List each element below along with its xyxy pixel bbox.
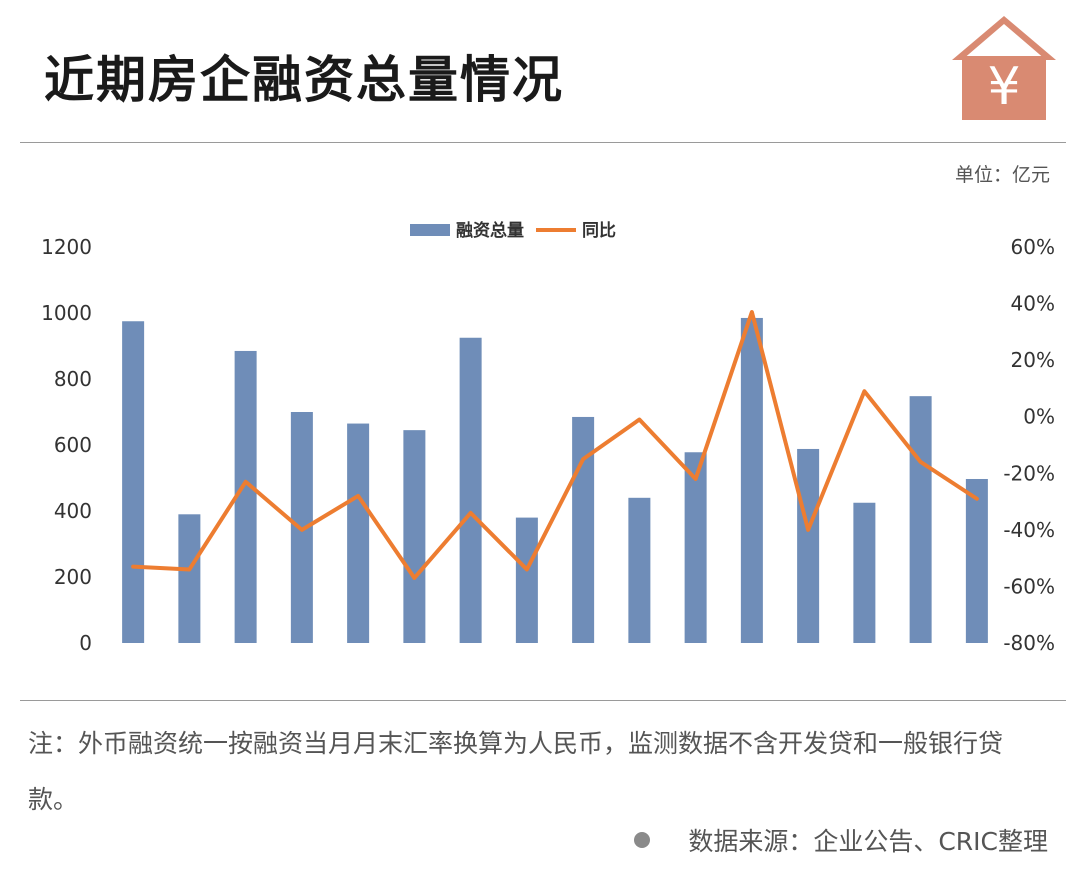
- header-divider: [20, 142, 1066, 143]
- y-right-tick-label: 60%: [1011, 235, 1055, 259]
- data-source: 数据来源：企业公告、CRIC整理: [634, 822, 1048, 858]
- yoy-point-2: [187, 567, 191, 571]
- bar-5: [347, 423, 370, 643]
- house-yen-icon: ¥: [952, 16, 1056, 120]
- yoy-point-3: [244, 480, 248, 484]
- bar-10: [628, 497, 651, 643]
- house-roof: [952, 16, 1056, 60]
- yoy-point-1: [131, 565, 135, 569]
- bar-2: [178, 514, 201, 643]
- y-right-tick-label: 20%: [1011, 348, 1055, 372]
- y-left-tick-label: 1200: [41, 235, 92, 259]
- yoy-line: [131, 310, 979, 580]
- yoy-point-4: [300, 528, 304, 532]
- line-series: [131, 310, 979, 580]
- bar-13: [797, 448, 820, 643]
- y-right-tick-label: -20%: [1003, 461, 1055, 485]
- y-left-tick-label: 200: [54, 565, 92, 589]
- y-left-tick-label: 600: [54, 433, 92, 457]
- y-left-tick-label: 400: [54, 499, 92, 523]
- yoy-point-11: [694, 477, 698, 481]
- yoy-point-14: [862, 389, 866, 393]
- y-right-tick-label: 40%: [1011, 292, 1055, 316]
- source-text: 数据来源：企业公告、CRIC整理: [688, 827, 1048, 856]
- yen-symbol: ¥: [987, 57, 1020, 117]
- yoy-point-7: [469, 511, 473, 515]
- bar-16: [965, 478, 988, 643]
- yoy-point-6: [412, 576, 416, 580]
- bar-1: [122, 321, 145, 643]
- yoy-point-8: [525, 567, 529, 571]
- yoy-point-10: [637, 418, 641, 422]
- y-axis-right: -80% -60% -40% -20% 0% 20% 40% 60%: [1003, 235, 1055, 655]
- y-right-tick-label: -80%: [1003, 631, 1055, 655]
- house-body: [962, 56, 1046, 120]
- y-left-tick-label: 800: [54, 367, 92, 391]
- bar-9: [572, 416, 595, 643]
- legend-bar-swatch: [410, 224, 450, 236]
- legend-bar-label: 融资总量: [456, 220, 524, 241]
- bar-8: [515, 517, 538, 643]
- y-left-tick-label: 0: [79, 631, 92, 655]
- legend-line-label: 同比: [582, 220, 616, 241]
- y-axis-left: 0 200 400 600 800 1000 1200: [41, 235, 92, 655]
- bar-14: [853, 502, 876, 643]
- bar-3: [234, 350, 257, 643]
- y-right-tick-label: 0%: [1023, 405, 1055, 429]
- yoy-point-13: [806, 528, 810, 532]
- bar-12: [740, 317, 763, 643]
- bar-15: [909, 396, 932, 643]
- page-title: 近期房企融资总量情况: [44, 51, 564, 109]
- yoy-point-9: [581, 457, 585, 461]
- y-right-tick-label: -40%: [1003, 518, 1055, 542]
- bar-6: [403, 430, 426, 643]
- chart-legend: 融资总量 同比: [410, 220, 616, 241]
- bar-11: [684, 452, 707, 643]
- yoy-point-5: [356, 494, 360, 498]
- yoy-point-15: [919, 460, 923, 464]
- bullet-icon: [634, 832, 651, 848]
- bar-7: [459, 337, 482, 643]
- chart-divider: [20, 700, 1066, 701]
- chart: 融资总量 同比 0 200 400 600 800 1000 1200 -80% -60% -40…: [41, 220, 1055, 655]
- bar-series: [122, 317, 988, 643]
- unit-label: 单位：亿元: [954, 164, 1050, 186]
- yoy-point-12: [750, 310, 754, 314]
- yoy-point-16: [975, 497, 979, 501]
- footnote: 注：外币融资统一按融资当月月末汇率换算为人民币，监测数据不含开发贷和一般银行贷款…: [28, 729, 1004, 814]
- y-left-tick-label: 1000: [41, 301, 92, 325]
- y-right-tick-label: -60%: [1003, 574, 1055, 598]
